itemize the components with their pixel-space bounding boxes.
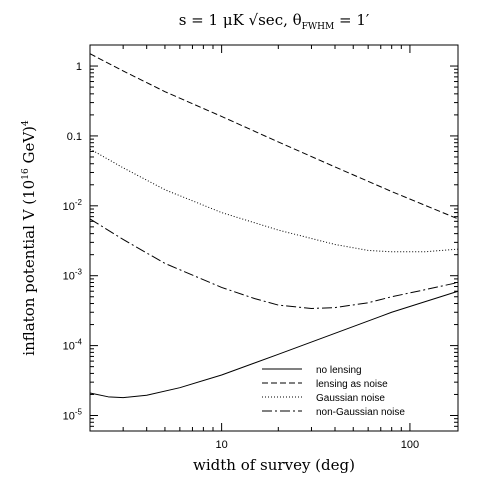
y-axis-label: inflaton potential V (1016 GeV)4 xyxy=(20,120,38,356)
y-axis-label-suffix: GeV) xyxy=(20,126,38,168)
series-line-no-lensing xyxy=(89,290,459,399)
legend-label-lensing-as-noise: lensing as noise xyxy=(316,379,388,390)
axis-tick-labels: 10 100 10-5 10-4 10-3 10-2 0.1 1 xyxy=(63,61,419,451)
chart-title-subscript: FWHM xyxy=(302,22,335,32)
axis-ticks xyxy=(89,44,458,432)
chart-title-main: s = 1 μK √sec, θ xyxy=(179,11,302,29)
y-tick-label: 10-5 xyxy=(63,407,83,422)
y-axis-label-superscript: 16 xyxy=(21,168,31,180)
y-axis-label-power: 4 xyxy=(21,120,31,126)
plot-frame xyxy=(89,44,459,432)
y-tick-label: 10-4 xyxy=(63,338,83,353)
legend-label-no-lensing: no lensing xyxy=(316,365,362,376)
series-line-non-gaussian-noise xyxy=(89,218,459,309)
legend: no lensing lensing as noise Gaussian noi… xyxy=(262,365,405,418)
chart-title: s = 1 μK √sec, θFWHM = 1′ xyxy=(179,11,370,32)
x-tick-label: 100 xyxy=(401,439,419,451)
y-tick-label: 1 xyxy=(76,61,82,73)
y-tick-label: 0.1 xyxy=(67,131,82,143)
y-tick-label: 10-2 xyxy=(63,198,83,213)
series-lines xyxy=(89,53,459,399)
y-axis-label-main: inflaton potential V (10 xyxy=(20,180,38,356)
y-tick-label: 10-3 xyxy=(63,268,83,283)
legend-label-non-gaussian-noise: non-Gaussian noise xyxy=(316,407,405,418)
series-line-gaussian-noise xyxy=(89,148,459,253)
chart-title-suffix: = 1′ xyxy=(334,11,370,29)
x-tick-label: 10 xyxy=(215,439,227,451)
series-line-lensing-as-noise xyxy=(89,53,459,220)
x-axis-label: width of survey (deg) xyxy=(193,456,355,474)
legend-label-gaussian-noise: Gaussian noise xyxy=(316,393,385,404)
